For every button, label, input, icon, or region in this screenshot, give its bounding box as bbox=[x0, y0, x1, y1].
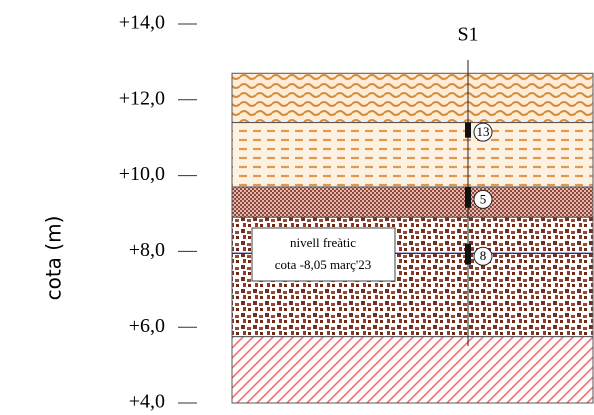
soil-layer bbox=[232, 337, 593, 403]
water-label: nivell freàtic bbox=[290, 235, 356, 250]
y-axis-label: cota (m) bbox=[42, 216, 66, 301]
y-tick-label: +8,0 bbox=[129, 239, 165, 261]
spt-value: 5 bbox=[480, 191, 487, 206]
y-tick-label: +6,0 bbox=[129, 315, 165, 337]
borehole-name: S1 bbox=[457, 24, 478, 46]
spt-interval bbox=[465, 123, 471, 138]
y-tick-label: +10,0 bbox=[119, 163, 165, 185]
spt-value: 13 bbox=[477, 124, 490, 139]
soil-layer bbox=[232, 187, 593, 217]
chart: cota (m) +4,0 +6,0 +8,0 +10,0 +12,0 +14,0 nive… bbox=[0, 0, 594, 415]
spt-interval bbox=[465, 244, 471, 265]
y-tick-label: +4,0 bbox=[129, 391, 165, 413]
water-label: cota -8,05 març'23 bbox=[275, 257, 372, 272]
spt-interval bbox=[465, 187, 471, 208]
y-tick-label: +12,0 bbox=[119, 87, 165, 109]
soil-layer bbox=[232, 73, 593, 122]
spt-value: 8 bbox=[480, 248, 487, 263]
y-tick-label: +14,0 bbox=[119, 12, 165, 34]
soil-layer bbox=[232, 123, 593, 187]
